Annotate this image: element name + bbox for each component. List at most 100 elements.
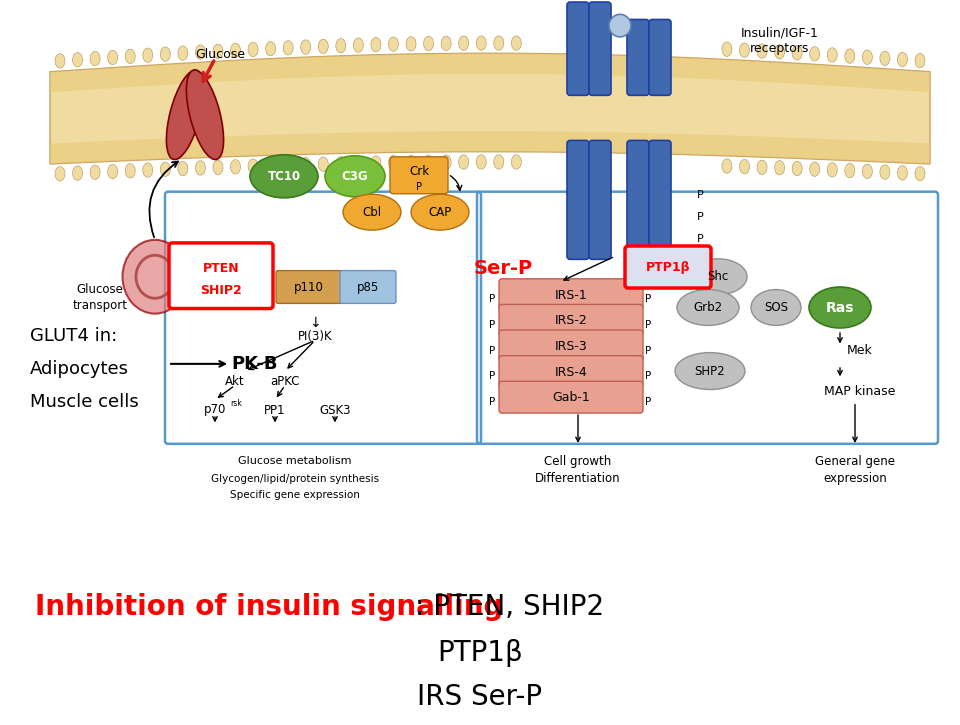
Ellipse shape xyxy=(792,161,803,175)
Ellipse shape xyxy=(689,259,747,294)
FancyBboxPatch shape xyxy=(499,330,643,362)
Ellipse shape xyxy=(411,194,469,230)
FancyBboxPatch shape xyxy=(627,20,649,95)
Ellipse shape xyxy=(828,162,837,177)
Ellipse shape xyxy=(476,154,486,169)
Text: P: P xyxy=(489,346,495,355)
Ellipse shape xyxy=(389,37,398,51)
Text: IRS Ser-P: IRS Ser-P xyxy=(418,683,542,711)
FancyBboxPatch shape xyxy=(649,20,671,95)
Text: P: P xyxy=(489,397,495,407)
FancyBboxPatch shape xyxy=(589,2,611,95)
Text: Shc: Shc xyxy=(708,270,729,283)
FancyBboxPatch shape xyxy=(390,157,448,194)
Ellipse shape xyxy=(283,158,293,173)
Text: expression: expression xyxy=(823,472,887,485)
Text: Insulin/IGF-1: Insulin/IGF-1 xyxy=(741,26,819,39)
Ellipse shape xyxy=(406,155,416,170)
Text: p85: p85 xyxy=(357,281,379,294)
Text: Grb2: Grb2 xyxy=(693,301,723,314)
Ellipse shape xyxy=(143,48,153,62)
Ellipse shape xyxy=(166,70,204,160)
Ellipse shape xyxy=(353,38,364,52)
Ellipse shape xyxy=(250,154,318,198)
Text: P: P xyxy=(645,294,651,304)
Ellipse shape xyxy=(609,14,631,37)
Text: rsk: rsk xyxy=(230,399,242,408)
Ellipse shape xyxy=(186,70,224,160)
Ellipse shape xyxy=(459,155,468,169)
Ellipse shape xyxy=(459,36,468,50)
Ellipse shape xyxy=(476,36,486,50)
Ellipse shape xyxy=(722,159,732,173)
FancyBboxPatch shape xyxy=(625,246,711,288)
Ellipse shape xyxy=(108,165,118,179)
Text: P: P xyxy=(489,320,495,330)
Ellipse shape xyxy=(677,289,739,326)
Ellipse shape xyxy=(442,36,451,51)
Ellipse shape xyxy=(809,287,871,328)
Ellipse shape xyxy=(196,45,205,59)
Text: P: P xyxy=(645,371,651,381)
Text: Mek: Mek xyxy=(847,344,873,357)
FancyBboxPatch shape xyxy=(340,270,396,303)
Text: SHIP2: SHIP2 xyxy=(200,283,242,297)
Polygon shape xyxy=(50,131,930,164)
Ellipse shape xyxy=(213,44,223,59)
Ellipse shape xyxy=(178,46,188,60)
Text: SHP2: SHP2 xyxy=(695,365,726,378)
Ellipse shape xyxy=(371,156,381,170)
Text: IRS-1: IRS-1 xyxy=(555,289,588,302)
Ellipse shape xyxy=(336,157,346,171)
FancyBboxPatch shape xyxy=(499,304,643,336)
Ellipse shape xyxy=(300,40,311,54)
Text: TC10: TC10 xyxy=(268,170,300,183)
FancyBboxPatch shape xyxy=(276,270,342,303)
Text: CAP: CAP xyxy=(428,206,451,219)
Text: Glucose metabolism: Glucose metabolism xyxy=(238,456,351,466)
Ellipse shape xyxy=(90,165,100,180)
Ellipse shape xyxy=(230,160,241,174)
Ellipse shape xyxy=(423,36,434,51)
FancyBboxPatch shape xyxy=(649,141,671,260)
Ellipse shape xyxy=(792,46,803,60)
Ellipse shape xyxy=(739,43,750,57)
Text: P: P xyxy=(489,371,495,381)
Ellipse shape xyxy=(898,52,907,67)
Ellipse shape xyxy=(828,48,837,62)
Ellipse shape xyxy=(675,352,745,389)
Text: P: P xyxy=(697,212,704,223)
Text: Specific gene expression: Specific gene expression xyxy=(230,490,360,500)
Ellipse shape xyxy=(809,46,820,61)
Text: Muscle cells: Muscle cells xyxy=(30,393,139,411)
Ellipse shape xyxy=(406,37,416,51)
FancyBboxPatch shape xyxy=(589,141,611,260)
Ellipse shape xyxy=(55,167,65,181)
Ellipse shape xyxy=(775,161,784,175)
Text: Adipocytes: Adipocytes xyxy=(30,360,129,378)
Text: P: P xyxy=(697,190,704,200)
FancyBboxPatch shape xyxy=(567,141,589,260)
Ellipse shape xyxy=(442,155,451,170)
Text: receptors: receptors xyxy=(751,41,809,54)
Ellipse shape xyxy=(862,164,873,178)
Ellipse shape xyxy=(845,163,854,178)
Ellipse shape xyxy=(722,42,732,57)
Ellipse shape xyxy=(248,159,258,173)
Ellipse shape xyxy=(862,50,873,65)
Text: P: P xyxy=(697,234,704,244)
Text: p110: p110 xyxy=(294,281,324,294)
Text: Differentiation: Differentiation xyxy=(535,472,621,485)
Text: Glucose: Glucose xyxy=(77,283,124,296)
Polygon shape xyxy=(50,54,930,92)
Text: GLUT4 in:: GLUT4 in: xyxy=(30,327,117,345)
Ellipse shape xyxy=(143,163,153,177)
FancyBboxPatch shape xyxy=(499,356,643,387)
Text: P: P xyxy=(645,346,651,355)
Ellipse shape xyxy=(493,36,504,50)
Text: PK-B: PK-B xyxy=(231,355,278,373)
Text: ↓: ↓ xyxy=(309,316,321,330)
Polygon shape xyxy=(50,54,930,164)
Ellipse shape xyxy=(325,156,385,196)
Text: IRS-4: IRS-4 xyxy=(555,365,588,378)
